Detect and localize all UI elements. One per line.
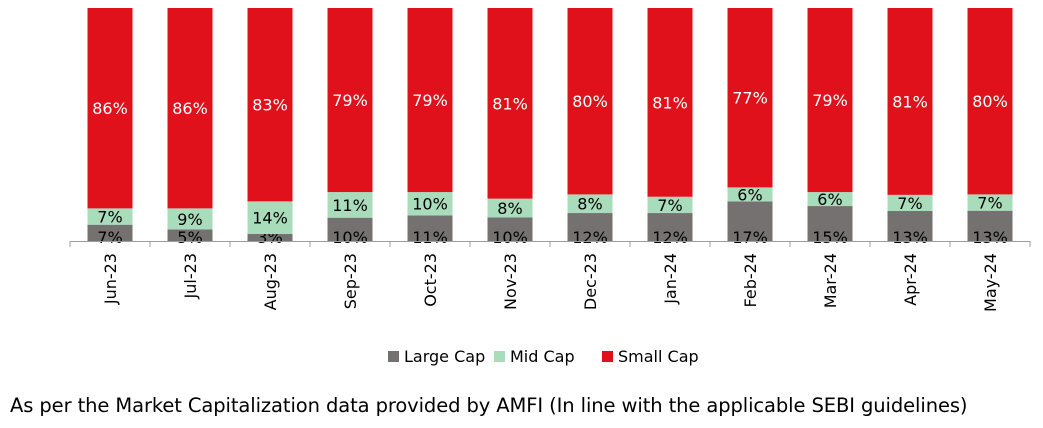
bar-small-cap [967, 8, 1013, 195]
x-tick-label: Aug-23 [261, 253, 280, 310]
data-label: 7% [977, 194, 1002, 213]
bar-mid-cap [87, 208, 133, 225]
x-axis: Jun-23 Jul-23 Aug-23 Sep-23 Oct-23 Nov-23 Dec-… [69, 241, 1031, 312]
bar-small-cap [887, 8, 933, 195]
bar-mid-cap [247, 201, 293, 235]
bar-small-cap [247, 8, 293, 202]
data-label: 80% [972, 92, 1008, 111]
legend-label: Small Cap [618, 347, 699, 366]
data-label: 81% [892, 92, 928, 111]
footnote: As per the Market Capitalization data pr… [10, 394, 968, 417]
bar-small-cap [407, 8, 453, 193]
bar-small-cap [567, 8, 613, 195]
bar-small-cap [647, 8, 693, 197]
data-label: 81% [492, 94, 528, 113]
bar-small-cap [807, 8, 853, 193]
data-label: 6% [737, 185, 762, 204]
data-label: 81% [652, 93, 688, 112]
bar-large-cap [407, 215, 453, 241]
data-label: 7% [97, 208, 122, 227]
legend-swatch [494, 351, 505, 362]
x-tick-label: Jul-23 [181, 253, 200, 299]
data-label: 12% [652, 228, 688, 247]
bar-large-cap [967, 210, 1013, 241]
x-tick-label: May-24 [981, 253, 1000, 312]
bar-mid-cap [487, 198, 533, 218]
data-label: 7% [897, 194, 922, 213]
data-label: 7% [97, 228, 122, 247]
legend-swatch [602, 351, 613, 362]
x-tick-label: Nov-23 [501, 253, 520, 310]
x-tick-label: Jun-23 [101, 253, 120, 305]
bar-small-cap [327, 8, 373, 193]
bar-small-cap [487, 8, 533, 199]
data-label: 17% [732, 228, 768, 247]
legend-label: Mid Cap [510, 347, 575, 366]
data-label: 13% [972, 228, 1008, 247]
data-label: 7% [657, 196, 682, 215]
x-tick-label: Sep-23 [341, 253, 360, 309]
bar-mid-cap [167, 208, 213, 230]
bar-large-cap [727, 201, 773, 241]
x-tick-label: Feb-24 [741, 253, 760, 307]
legend-swatch [388, 351, 399, 362]
x-tick-label: Mar-24 [821, 253, 840, 308]
data-label: 10% [492, 228, 528, 247]
bars-group: 7%7%86%5%9%86%3%14%83%10%11%79%11%10%79%… [87, 8, 1013, 247]
bar-large-cap [167, 229, 213, 241]
bar-small-cap [167, 8, 213, 209]
bar-mid-cap [887, 194, 933, 212]
data-label: 9% [177, 210, 202, 229]
bar-large-cap [327, 217, 373, 241]
data-label: 11% [412, 228, 448, 247]
data-label: 80% [572, 92, 608, 111]
legend-label: Large Cap [404, 347, 485, 366]
legend: Large Cap Mid Cap Small Cap [388, 347, 699, 366]
data-label: 12% [572, 228, 608, 247]
bar-large-cap [887, 211, 933, 241]
data-label: 86% [172, 99, 208, 118]
data-label: 77% [732, 89, 768, 108]
bar-mid-cap [727, 187, 773, 202]
bar-mid-cap [567, 194, 613, 214]
data-label: 79% [812, 91, 848, 110]
bar-mid-cap [807, 192, 853, 207]
bar-large-cap [647, 213, 693, 241]
data-label: 5% [177, 228, 202, 247]
data-label: 79% [332, 91, 368, 110]
bar-large-cap [247, 234, 293, 241]
data-label: 10% [332, 228, 368, 247]
stacked-bar-chart: 7%7%86%5%9%86%3%14%83%10%11%79%11%10%79%… [69, 8, 1031, 366]
data-label: 15% [812, 228, 848, 247]
bar-small-cap [727, 8, 773, 188]
x-tick-label: Apr-24 [901, 253, 920, 306]
bar-large-cap [567, 213, 613, 241]
x-tick-label: Jan-24 [661, 253, 680, 305]
data-label: 10% [412, 195, 448, 214]
data-label: 8% [577, 195, 602, 214]
bar-mid-cap [647, 196, 693, 214]
bar-mid-cap [327, 192, 373, 218]
data-label: 79% [412, 91, 448, 110]
x-tick-label: Oct-23 [421, 253, 440, 307]
bar-large-cap [807, 206, 853, 241]
data-label: 6% [817, 190, 842, 209]
data-label: 83% [252, 96, 288, 115]
bar-small-cap [87, 8, 133, 209]
x-tick-label: Dec-23 [581, 253, 600, 310]
bar-large-cap [487, 217, 533, 241]
data-label: 86% [92, 99, 128, 118]
data-label: 14% [252, 209, 288, 228]
data-label: 8% [497, 199, 522, 218]
data-label: 13% [892, 228, 928, 247]
data-label: 11% [332, 196, 368, 215]
bar-mid-cap [407, 192, 453, 216]
bar-large-cap [87, 224, 133, 241]
bar-mid-cap [967, 194, 1013, 211]
